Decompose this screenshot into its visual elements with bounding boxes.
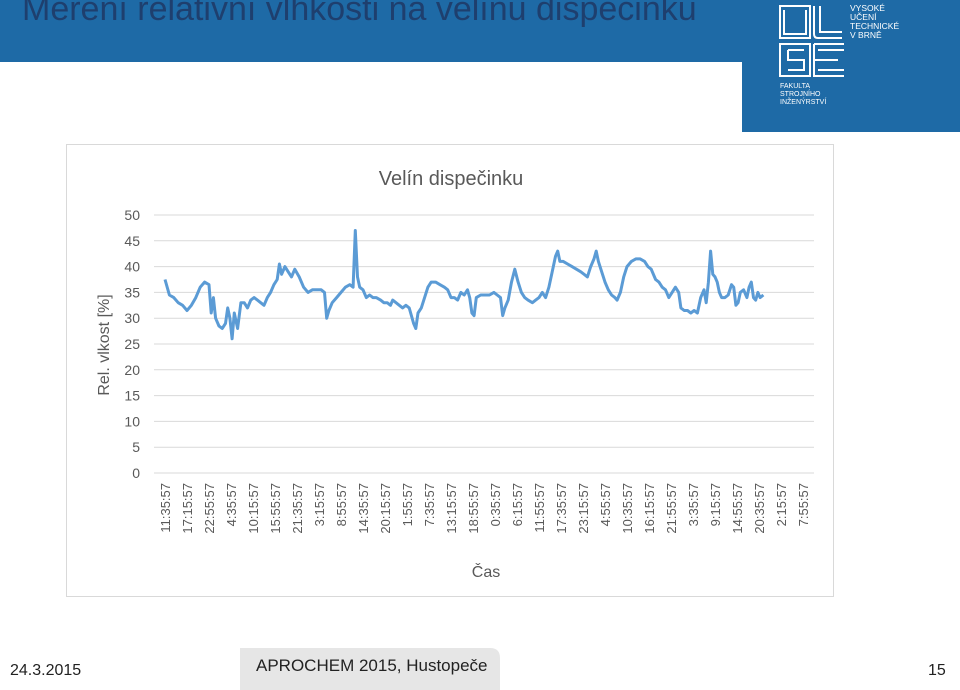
x-tick-label: 11:35:57 <box>158 483 173 533</box>
y-tick-label: 0 <box>132 465 140 481</box>
x-tick-label: 18:55:57 <box>466 483 481 534</box>
x-tick-label: 11:55:57 <box>532 483 547 533</box>
x-tick-label: 21:35:57 <box>290 483 305 534</box>
y-tick-label: 15 <box>124 388 140 404</box>
series-line <box>163 229 765 341</box>
x-tick-label: 4:55:57 <box>598 483 613 526</box>
x-tick-label: 8:55:57 <box>334 483 349 526</box>
x-tick-label: 22:55:57 <box>202 483 217 534</box>
y-tick-label: 25 <box>124 336 140 352</box>
x-tick-label: 13:15:57 <box>444 483 459 534</box>
footer-event: APROCHEM 2015, Hustopeče <box>256 656 488 675</box>
x-tick-label: 10:35:57 <box>620 483 635 534</box>
x-tick-label: 1:55:57 <box>400 483 415 526</box>
x-tick-label: 20:15:57 <box>378 483 393 534</box>
x-tick-label: 0:35:57 <box>488 483 503 526</box>
x-tick-label: 7:55:57 <box>796 483 811 526</box>
x-tick-label: 21:55:57 <box>664 483 679 534</box>
y-tick-label: 10 <box>124 413 140 429</box>
x-axis-ticks: 11:35:57 17:15:57 22:55:57 4:35:57 10:15:57 1… <box>158 483 811 534</box>
x-tick-label: 3:15:57 <box>312 483 327 526</box>
page-number: 15 <box>928 662 946 679</box>
logo-text-line: UČENÍ <box>850 12 877 22</box>
x-tick-label: 17:35:57 <box>554 483 569 534</box>
x-tick-label: 6:15:57 <box>510 483 525 526</box>
y-axis-ticks: 0 5 10 15 20 25 30 35 40 45 50 <box>124 207 140 481</box>
logo-text-line: VYSOKÉ <box>850 3 885 13</box>
humidity-line-chart: Velín dispečinku 0 5 10 15 20 25 30 35 40 45 50 11… <box>96 168 814 581</box>
y-tick-label: 45 <box>124 233 140 249</box>
logo-text-line: TECHNICKÉ <box>850 21 899 31</box>
y-axis-label: Rel. vlkost [%] <box>96 294 113 395</box>
x-tick-label: 10:15:57 <box>246 483 261 534</box>
x-tick-label: 16:15:57 <box>642 483 657 534</box>
y-tick-label: 40 <box>124 259 140 275</box>
logo-text-line: INŽENÝRSTVÍ <box>780 97 826 106</box>
x-tick-label: 23:15:57 <box>576 483 591 534</box>
x-tick-label: 14:55:57 <box>730 483 745 534</box>
logo-text-line: STROJNÍHO <box>780 89 821 98</box>
x-tick-label: 4:35:57 <box>224 483 239 526</box>
gridlines <box>154 214 814 474</box>
x-tick-label: 15:55:57 <box>268 483 283 534</box>
series-layer <box>163 229 765 341</box>
chart-title: Velín dispečinku <box>379 168 524 190</box>
y-tick-label: 20 <box>124 362 140 378</box>
footer-date: 24.3.2015 <box>10 662 82 679</box>
x-tick-label: 20:35:57 <box>752 483 767 534</box>
x-tick-label: 17:15:57 <box>180 483 195 534</box>
slide-footer: 24.3.2015 APROCHEM 2015, Hustopeče 15 <box>0 648 960 690</box>
y-tick-label: 50 <box>124 207 140 223</box>
y-tick-label: 30 <box>124 310 140 326</box>
x-tick-label: 14:35:57 <box>356 483 371 534</box>
logo-text-line: FAKULTA <box>780 83 810 90</box>
university-logo: VYSOKÉ UČENÍ TECHNICKÉ V BRNĚ FAKULTA ST… <box>742 0 960 132</box>
x-tick-label: 3:35:57 <box>686 483 701 526</box>
x-axis-label: Čas <box>472 562 500 581</box>
y-tick-label: 35 <box>124 284 140 300</box>
y-tick-label: 5 <box>132 439 140 455</box>
x-tick-label: 2:15:57 <box>774 483 789 526</box>
logo-text-line: V BRNĚ <box>850 30 882 40</box>
x-tick-label: 7:35:57 <box>422 483 437 526</box>
chart-frame: Velín dispečinku 0 5 10 15 20 25 30 35 40 45 50 11… <box>66 144 834 597</box>
slide-title: Měření relativní vlhkosti na velínu disp… <box>22 0 697 28</box>
x-tick-label: 9:15:57 <box>708 483 723 526</box>
